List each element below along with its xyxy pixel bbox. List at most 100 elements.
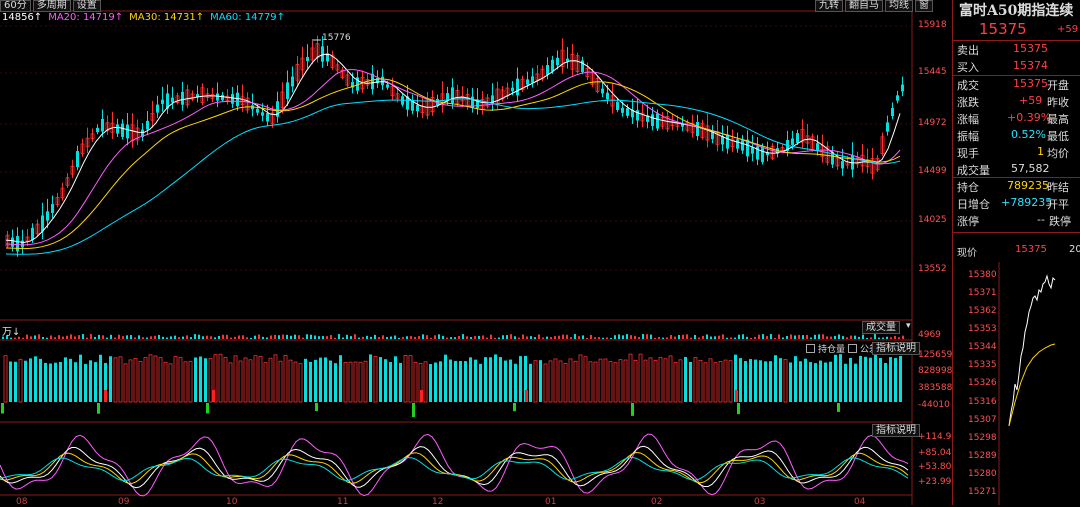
volume-bar (254, 335, 256, 339)
oi-bar (578, 354, 583, 403)
oi-change-bar (315, 403, 318, 412)
oi-bar (543, 363, 548, 403)
fan-button[interactable]: 翻自马 (845, 0, 883, 12)
volume-bar (790, 334, 792, 339)
volume-bar (162, 336, 164, 339)
oi-bar (533, 360, 538, 403)
mini-chart-price: 15375 (1015, 244, 1047, 255)
volume-bar (870, 337, 872, 339)
candle-body (411, 100, 414, 111)
oi-bar (283, 354, 288, 403)
chevron-down-icon[interactable]: ▾ (906, 321, 911, 331)
volume-indicator-select[interactable]: 成交量 (862, 321, 900, 334)
volume-bar (110, 334, 112, 339)
oi-bar (118, 356, 123, 403)
multi-period-button[interactable]: 多周期 (32, 0, 71, 12)
candle-body (51, 204, 54, 213)
volume-bar (634, 335, 636, 339)
volume-bar (630, 335, 632, 339)
period-60min-button[interactable]: 60分 (0, 0, 31, 12)
candle-body (551, 59, 554, 72)
oi-bar (243, 357, 248, 403)
oi-bar (739, 358, 742, 402)
volume-bar (850, 335, 852, 339)
oi-bar (314, 359, 317, 402)
candle-body (631, 109, 634, 118)
candle-body (386, 84, 389, 88)
chart-canvas[interactable] (0, 0, 952, 505)
volume-bar (430, 337, 432, 339)
volume-bar (350, 336, 352, 339)
candle-body (126, 124, 129, 139)
oi-bar (723, 359, 728, 403)
candle-body (560, 49, 565, 67)
oi-help-button[interactable]: 指标说明 (872, 342, 920, 355)
volume-bar (770, 334, 772, 339)
candle-body (31, 227, 34, 241)
candle-body (65, 177, 70, 186)
volume-bar (90, 334, 92, 339)
volume-bar (414, 336, 416, 339)
oi-bar (403, 355, 408, 403)
candle-body (21, 240, 24, 248)
checkbox-icon[interactable] (806, 344, 815, 353)
oi-bar (104, 362, 107, 402)
volume-bar (542, 337, 544, 339)
oi-bar (173, 356, 178, 403)
ma-line-button[interactable]: 均线 (885, 0, 913, 12)
volume-bar (198, 334, 200, 339)
candle-body (90, 133, 95, 140)
candle-body (291, 76, 294, 87)
candle-body (340, 69, 345, 78)
kdj-help-button[interactable]: 指标说明 (872, 424, 920, 437)
volume-bar (206, 335, 208, 339)
volume-bar (578, 336, 580, 339)
nine-turn-button[interactable]: 九转 (815, 0, 843, 12)
candle-body (276, 101, 279, 117)
oi-bar (524, 355, 527, 402)
volume-bar (590, 334, 592, 339)
volume-bar (266, 337, 268, 339)
oi-bar (99, 354, 102, 402)
volume-bar (854, 335, 856, 339)
volume-bar (494, 337, 496, 339)
oi-bar (658, 356, 663, 403)
candle-body (851, 154, 854, 170)
oi-bar (394, 356, 397, 402)
candle-body (85, 137, 90, 148)
oi-axis-label: 1256594 (918, 350, 959, 360)
oi-bar (879, 357, 882, 402)
oi-bar (539, 360, 542, 402)
candle-body (690, 122, 695, 133)
oi-bar (794, 356, 797, 402)
checkbox-icon[interactable] (848, 344, 858, 353)
volume-bar (754, 336, 756, 339)
quote-row: 持仓 789235 昨结 (957, 179, 1069, 194)
mini-tick-chart[interactable] (953, 262, 1080, 505)
volume-bar (566, 334, 568, 339)
candle-body (121, 123, 124, 137)
mini-price-line (1008, 274, 1056, 427)
window-button[interactable]: 窗 (915, 0, 933, 12)
oi-bar (69, 358, 72, 402)
candle-body (901, 84, 904, 92)
oi-bar (79, 354, 82, 402)
volume-bar (858, 336, 860, 339)
volume-bar (374, 334, 376, 339)
volume-bar (182, 336, 184, 339)
volume-bar (830, 336, 832, 339)
oi-bar (423, 361, 428, 403)
volume-bar (546, 336, 548, 339)
volume-bar (842, 336, 844, 339)
month-label: 02 (651, 497, 663, 507)
settings-button[interactable]: 设置 (72, 0, 101, 12)
volume-bar (418, 336, 420, 339)
ma-line (5, 78, 901, 250)
candle-body (531, 76, 534, 83)
volume-bar (50, 335, 52, 339)
mini-avg-line (1008, 343, 1056, 427)
volume-bar (402, 336, 404, 339)
candle-body (761, 147, 764, 163)
oi-bar (824, 362, 827, 402)
volume-bar (38, 334, 40, 339)
